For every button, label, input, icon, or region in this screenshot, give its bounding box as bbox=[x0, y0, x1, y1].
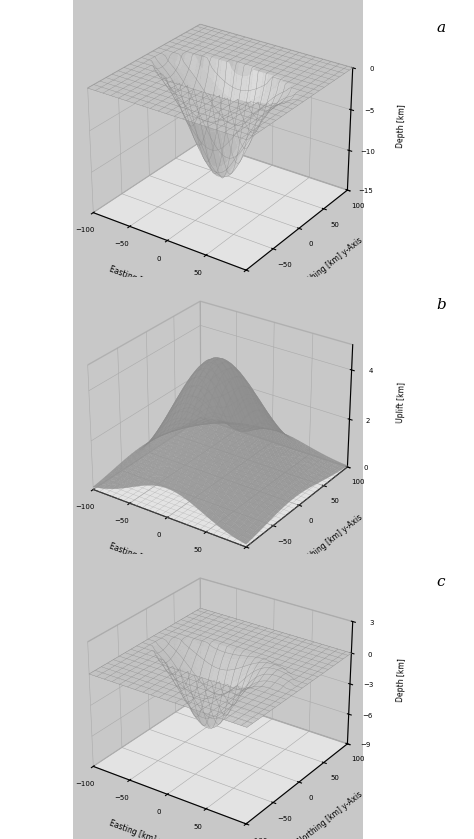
Text: a: a bbox=[436, 21, 446, 35]
Y-axis label: Northing [km] y-Axis: Northing [km] y-Axis bbox=[297, 513, 365, 570]
Text: b: b bbox=[436, 298, 446, 312]
X-axis label: Easting [km] x-Axis: Easting [km] x-Axis bbox=[108, 819, 181, 839]
X-axis label: Easting [km] x-Axis: Easting [km] x-Axis bbox=[108, 265, 181, 300]
Y-axis label: Northing [km] y-Axis: Northing [km] y-Axis bbox=[297, 237, 365, 293]
X-axis label: Easting [km] x-Axis: Easting [km] x-Axis bbox=[108, 542, 181, 576]
Text: c: c bbox=[437, 575, 445, 589]
Y-axis label: Northing [km] y-Axis: Northing [km] y-Axis bbox=[297, 790, 365, 839]
